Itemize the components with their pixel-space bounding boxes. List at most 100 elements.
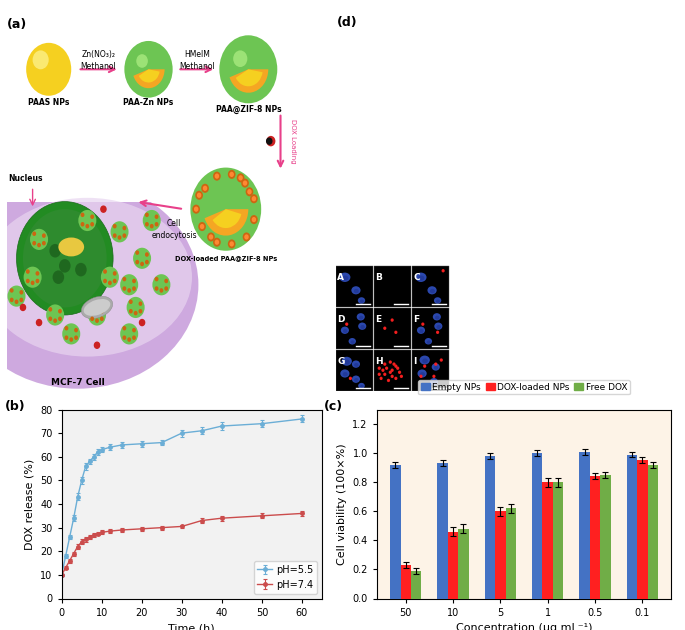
Circle shape <box>138 301 142 306</box>
Ellipse shape <box>358 383 365 389</box>
Circle shape <box>152 274 171 295</box>
Circle shape <box>246 187 253 197</box>
Circle shape <box>26 43 71 96</box>
Circle shape <box>58 309 62 314</box>
Circle shape <box>201 184 209 193</box>
Circle shape <box>378 367 380 369</box>
Circle shape <box>393 363 395 365</box>
Ellipse shape <box>354 363 358 367</box>
Ellipse shape <box>434 366 438 370</box>
Circle shape <box>81 222 84 227</box>
Circle shape <box>136 260 139 265</box>
Text: A: A <box>337 273 344 282</box>
Circle shape <box>436 331 438 333</box>
Bar <box>600 475 610 598</box>
Text: DOX Loading: DOX Loading <box>290 119 296 163</box>
Circle shape <box>401 375 402 377</box>
Text: B: B <box>375 273 382 282</box>
Text: HMeIM: HMeIM <box>184 50 210 59</box>
Circle shape <box>155 214 158 219</box>
Circle shape <box>95 318 99 323</box>
Circle shape <box>36 278 39 284</box>
Ellipse shape <box>360 299 364 303</box>
Circle shape <box>250 194 258 203</box>
Ellipse shape <box>360 325 365 329</box>
Circle shape <box>219 35 277 103</box>
Circle shape <box>100 316 103 321</box>
X-axis label: Time (h): Time (h) <box>169 623 215 630</box>
Circle shape <box>64 335 68 340</box>
Circle shape <box>228 170 236 179</box>
Circle shape <box>384 327 386 329</box>
Circle shape <box>100 309 103 314</box>
Circle shape <box>101 266 119 288</box>
Legend: Empty NPs, DOX-loaded NPs, Free DOX: Empty NPs, DOX-loaded NPs, Free DOX <box>418 380 630 394</box>
Ellipse shape <box>0 198 192 357</box>
Circle shape <box>382 369 384 371</box>
Wedge shape <box>134 69 164 88</box>
Ellipse shape <box>352 375 360 383</box>
Circle shape <box>237 173 245 183</box>
Circle shape <box>133 248 151 269</box>
Bar <box>580 452 590 598</box>
Circle shape <box>140 319 145 326</box>
Ellipse shape <box>415 273 427 282</box>
Bar <box>647 465 658 598</box>
Ellipse shape <box>358 297 365 304</box>
Circle shape <box>118 235 121 240</box>
Circle shape <box>127 297 145 318</box>
Circle shape <box>399 371 401 373</box>
Circle shape <box>120 323 138 345</box>
Circle shape <box>90 316 94 321</box>
Ellipse shape <box>343 329 347 333</box>
Ellipse shape <box>0 181 199 389</box>
Ellipse shape <box>427 286 436 294</box>
Circle shape <box>53 270 64 284</box>
Circle shape <box>32 241 36 246</box>
Circle shape <box>242 232 251 241</box>
Circle shape <box>198 222 206 231</box>
Ellipse shape <box>430 289 435 294</box>
Ellipse shape <box>357 313 365 321</box>
Circle shape <box>233 50 247 67</box>
Circle shape <box>433 375 435 377</box>
Circle shape <box>214 239 219 245</box>
Text: Zn(NO₃)₂: Zn(NO₃)₂ <box>82 50 116 59</box>
Circle shape <box>123 286 126 291</box>
Ellipse shape <box>419 275 425 280</box>
Circle shape <box>123 226 126 231</box>
Circle shape <box>136 250 139 255</box>
Circle shape <box>23 266 42 288</box>
Circle shape <box>31 280 34 285</box>
Circle shape <box>58 316 62 321</box>
Circle shape <box>36 271 39 276</box>
Circle shape <box>32 231 36 236</box>
Circle shape <box>68 240 80 254</box>
Bar <box>390 465 401 598</box>
Ellipse shape <box>419 329 423 333</box>
FancyBboxPatch shape <box>412 266 449 307</box>
Circle shape <box>42 233 46 238</box>
Ellipse shape <box>417 369 427 377</box>
Text: PAA@ZIF-8 NPs: PAA@ZIF-8 NPs <box>216 105 281 114</box>
Circle shape <box>245 234 249 239</box>
Circle shape <box>213 171 221 181</box>
Y-axis label: Cell viability (100×%): Cell viability (100×%) <box>337 443 347 565</box>
FancyBboxPatch shape <box>336 350 373 391</box>
Circle shape <box>88 304 106 326</box>
Circle shape <box>132 328 136 333</box>
Circle shape <box>155 286 158 291</box>
Ellipse shape <box>430 378 438 386</box>
Circle shape <box>266 138 272 144</box>
Circle shape <box>81 212 84 217</box>
Circle shape <box>228 239 236 248</box>
Ellipse shape <box>436 325 441 329</box>
Ellipse shape <box>342 275 348 280</box>
FancyBboxPatch shape <box>336 308 373 348</box>
Circle shape <box>125 41 173 98</box>
Legend: pH=5.5, pH=7.4: pH=5.5, pH=7.4 <box>253 561 317 593</box>
Bar <box>458 529 469 598</box>
Circle shape <box>123 233 126 238</box>
FancyBboxPatch shape <box>0 50 361 202</box>
Circle shape <box>190 168 261 251</box>
